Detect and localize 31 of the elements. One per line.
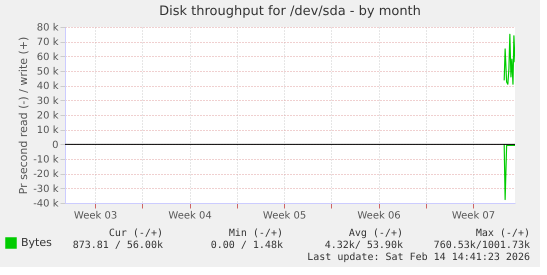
- legend-label: Bytes: [21, 236, 52, 249]
- x-tick-label: Week 05: [262, 210, 306, 222]
- y-tick-label: 20 k: [36, 110, 59, 122]
- y-tick-label: -20 k: [33, 169, 59, 180]
- x-tick-label: Week 07: [452, 210, 496, 222]
- y-tick-label: 10 k: [36, 125, 59, 136]
- y-tick-label: 50 k: [36, 66, 59, 78]
- text: 873.81 / 56.00k: [72, 240, 163, 251]
- line-series: [504, 34, 515, 85]
- text: 4.32k/ 53.90k: [324, 240, 403, 251]
- text: 0.00 / 1.48k: [210, 240, 283, 251]
- x-tick-label: Week 03: [74, 210, 118, 222]
- y-axis-title: Pr second read (-) / write (+): [17, 36, 30, 194]
- y-tick-label: -10 k: [33, 154, 59, 166]
- text: Min (-/+): [228, 228, 283, 239]
- y-tick-label: -30 k: [33, 184, 59, 195]
- y-tick-label: 40 k: [36, 81, 59, 92]
- y-tick-label: -40 k: [33, 198, 59, 210]
- y-tick-label: 0: [52, 140, 58, 151]
- y-tick-label: 60 k: [36, 52, 59, 63]
- text: Max (-/+): [476, 228, 530, 239]
- text: Avg (-/+): [348, 228, 403, 239]
- x-tick-label: Week 04: [168, 210, 212, 222]
- chart-title: Disk throughput for /dev/sda - by month: [159, 4, 421, 19]
- y-tick-label: 80 k: [36, 22, 59, 34]
- text: Cur (-/+): [108, 228, 163, 239]
- text: Last update: Sat Feb 14 14:41:23 2026: [307, 252, 530, 263]
- x-tick-label: Week 06: [357, 210, 401, 222]
- y-tick-label: 30 k: [36, 96, 59, 107]
- text: 760.53k/1001.73k: [434, 240, 530, 251]
- y-tick-label: 70 k: [36, 37, 59, 48]
